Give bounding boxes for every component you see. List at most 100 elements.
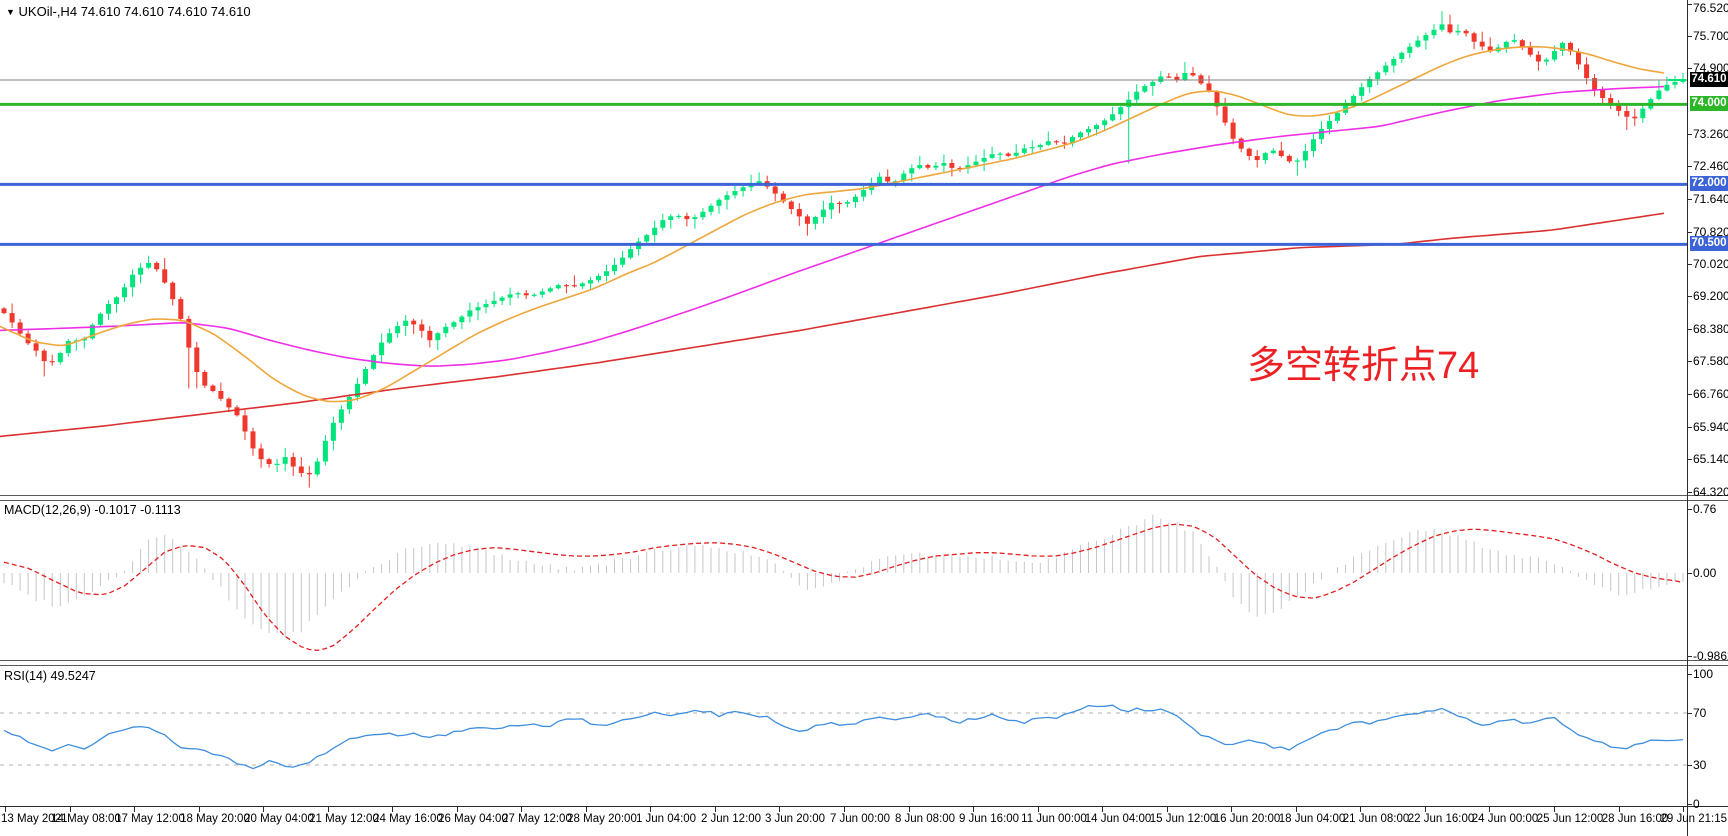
price-tick-label: 65.140	[1693, 452, 1728, 466]
time-tick-label: 8 Jun 08:00	[894, 813, 956, 825]
time-tick-label: 15 Jun 12:00	[1149, 813, 1217, 825]
time-tick	[70, 807, 71, 812]
time-tick	[1296, 807, 1297, 812]
annotation-text: 多空转折点74	[1247, 345, 1480, 387]
time-tick-label: 7 Jun 00:00	[829, 813, 891, 825]
time-tick-label: 27 May 12:00	[502, 813, 572, 825]
price-tick	[1688, 68, 1692, 69]
time-tick	[1102, 807, 1103, 812]
time-tick	[392, 807, 393, 812]
time-tick-label: 24 Jun 00:00	[1471, 813, 1539, 825]
price-tick-label: 67.580	[1693, 354, 1728, 368]
price-axis[interactable]: 76.520 75.700 74.900 73.260 72.460 71.640 70.8…	[1688, 0, 1728, 811]
time-tick	[1167, 807, 1168, 812]
time-tick	[199, 807, 200, 812]
macd-tick	[1688, 573, 1692, 574]
price-tick-label: 65.940	[1693, 420, 1728, 434]
chart-title: ▼ UKOil-,H4 74.610 74.610 74.610 74.610	[6, 4, 251, 19]
time-tick-label: 3 Jun 20:00	[764, 813, 826, 825]
time-tick-label: 28 Jun 16:00	[1601, 813, 1669, 825]
rsi-tick-label: 30	[1693, 758, 1707, 772]
macd-panel-canvas[interactable]	[0, 500, 1687, 660]
price-tick	[1688, 394, 1692, 395]
rsi-panel-canvas[interactable]	[0, 666, 1687, 806]
panel-separator-macd[interactable]	[0, 495, 1728, 501]
time-tick	[1360, 807, 1361, 812]
price-axis-line	[1687, 0, 1688, 836]
time-tick-label: 28 May 20:00	[567, 813, 637, 825]
price-tick	[1688, 361, 1692, 362]
time-tick-label: 24 May 16:00	[373, 813, 443, 825]
time-tick-label: 14 Jun 04:00	[1084, 813, 1152, 825]
time-tick-label: 13 May 2021	[1, 813, 68, 825]
price-tick	[1688, 459, 1692, 460]
macd-tick-label: 0.00	[1693, 566, 1717, 580]
time-tick	[1425, 807, 1426, 812]
time-tick	[521, 807, 522, 812]
time-tick-label: 21 May 12:00	[309, 813, 379, 825]
time-tick	[328, 807, 329, 812]
time-tick-label: 26 May 04:00	[438, 813, 508, 825]
time-tick-label: 2 Jun 12:00	[700, 813, 762, 825]
price-tick	[1688, 427, 1692, 428]
time-tick-label: 17 May 12:00	[115, 813, 185, 825]
rsi-tick-label: 100	[1693, 667, 1714, 681]
price-tick-label: 72.460	[1693, 159, 1728, 173]
price-badge: 70.500	[1690, 236, 1728, 251]
time-tick-label: 1 Jun 04:00	[635, 813, 697, 825]
time-tick	[457, 807, 458, 812]
time-tick-label: 29 Jun 21:15	[1660, 813, 1727, 825]
time-tick	[973, 807, 974, 812]
rsi-tick	[1688, 804, 1692, 805]
price-badge: 72.000	[1690, 176, 1728, 191]
rsi-tick-label: 70	[1693, 706, 1707, 720]
macd-tick-label: 0.76	[1693, 502, 1717, 516]
time-tick-label: 25 Jun 12:00	[1536, 813, 1604, 825]
time-tick	[134, 807, 135, 812]
time-tick	[1554, 807, 1555, 812]
rsi-tick-label: 0	[1693, 797, 1700, 811]
time-tick-label: 14 May 08:00	[51, 813, 121, 825]
macd-tick	[1688, 509, 1692, 510]
rsi-tick	[1688, 713, 1692, 714]
time-axis-line	[0, 806, 1728, 807]
time-tick	[1619, 807, 1620, 812]
time-tick	[586, 807, 587, 812]
macd-label: MACD(12,26,9) -0.1017 -0.1113	[4, 503, 181, 517]
price-tick-label: 70.820	[1693, 225, 1728, 239]
price-tick-label: 74.900	[1693, 61, 1728, 75]
price-tick	[1688, 4, 1692, 5]
symbol-dropdown-icon[interactable]: ▼	[6, 7, 15, 17]
time-tick-label: 18 Jun 04:00	[1278, 813, 1346, 825]
main-chart-canvas[interactable]	[0, 0, 1687, 495]
price-tick-label: 68.380	[1693, 322, 1728, 336]
time-tick-label: 22 Jun 16:00	[1407, 813, 1475, 825]
time-tick	[909, 807, 910, 812]
rsi-tick	[1688, 765, 1692, 766]
price-tick-label: 70.020	[1693, 257, 1728, 271]
price-tick	[1688, 36, 1692, 37]
symbol-label: UKOil-,H4	[18, 4, 78, 19]
price-badge: 74.000	[1690, 96, 1728, 111]
price-tick-label: 76.520	[1693, 1, 1728, 15]
time-tick	[263, 807, 264, 812]
macd-tick	[1688, 656, 1692, 657]
price-tick-label: 73.260	[1693, 127, 1728, 141]
time-tick-label: 11 Jun 00:00	[1021, 813, 1087, 825]
time-tick-label: 9 Jun 16:00	[958, 813, 1020, 825]
price-tick	[1688, 232, 1692, 233]
price-tick	[1688, 296, 1692, 297]
price-tick-label: 75.700	[1693, 29, 1728, 43]
time-tick	[844, 807, 845, 812]
price-tick	[1688, 134, 1692, 135]
time-tick-label: 21 Jun 08:00	[1342, 813, 1410, 825]
time-tick-label: 20 May 04:00	[244, 813, 314, 825]
panel-separator-rsi[interactable]	[0, 660, 1728, 666]
time-tick	[715, 807, 716, 812]
price-tick-label: 69.200	[1693, 289, 1728, 303]
price-tick	[1688, 492, 1692, 493]
price-tick-label: 64.320	[1693, 485, 1728, 499]
time-tick	[650, 807, 651, 812]
time-tick	[779, 807, 780, 812]
